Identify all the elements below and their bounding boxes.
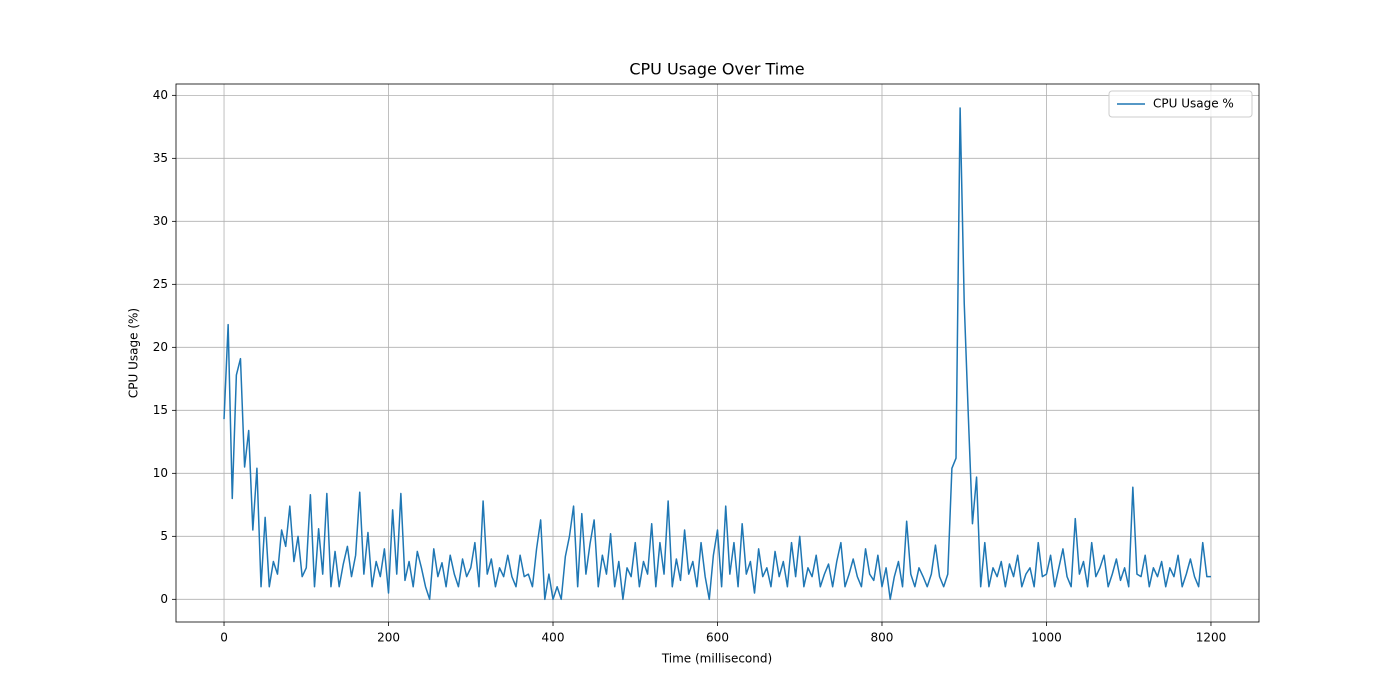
legend-box [1108,90,1253,118]
y-tick-label: 10 [153,466,168,480]
x-tick-label: 0 [220,631,228,645]
x-tick-label: 1000 [1031,631,1062,645]
y-axis-label: CPU Usage (%) [127,308,141,398]
y-tick-label: 5 [160,529,168,543]
y-tick-label: 15 [153,403,168,417]
y-tick-label: 20 [153,340,168,354]
plot-frame [175,83,1260,623]
x-tick-label: 200 [377,631,400,645]
y-tick-label: 25 [153,277,168,291]
x-axis-label: Time (millisecond) [661,652,772,666]
y-tick-label: 0 [160,592,168,606]
chart-title: CPU Usage Over Time [629,60,804,79]
y-tick-label: 35 [153,151,168,165]
y-tick-label: 40 [153,88,168,102]
legend-label: CPU Usage % [1153,97,1234,111]
x-tick-label: 400 [542,631,565,645]
data-line [223,107,1211,601]
x-tick-label: 1200 [1196,631,1227,645]
y-tick-label: 30 [153,214,168,228]
x-tick-label: 600 [706,631,729,645]
x-tick-label: 800 [871,631,894,645]
